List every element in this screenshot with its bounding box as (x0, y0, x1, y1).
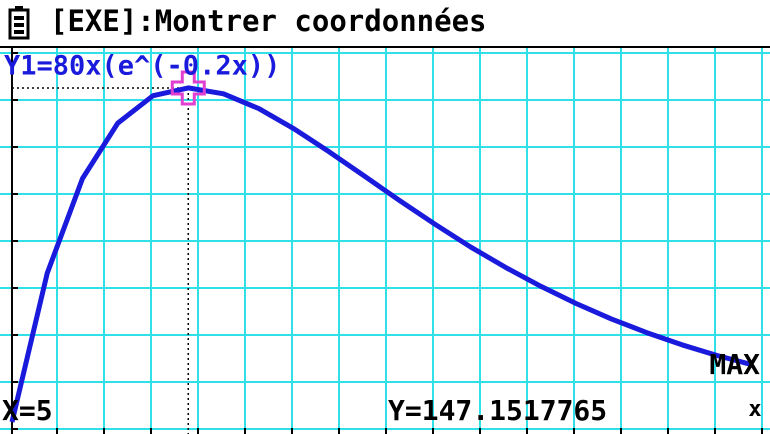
function-label: Y1=80x(e^(-0.2x)) (4, 51, 280, 82)
header-title: [EXE]:Montrer coordonnées (50, 4, 487, 38)
trace-cursor (170, 70, 206, 106)
cursor-y-label: Y=147.1517765 (388, 394, 607, 427)
function-curve (9, 85, 754, 423)
cursor-x-label: X=5 (2, 394, 53, 427)
battery-icon (8, 6, 30, 40)
x-axis-label: x (748, 397, 761, 422)
mode-label: MAX (709, 348, 760, 381)
grid (0, 48, 770, 434)
